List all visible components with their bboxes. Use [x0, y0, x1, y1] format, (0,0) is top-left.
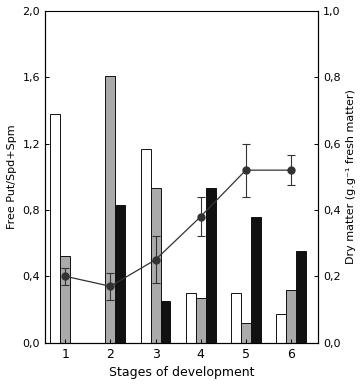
X-axis label: Stages of development: Stages of development — [109, 366, 254, 379]
Y-axis label: Free Put/Spd+Spm: Free Put/Spd+Spm — [7, 124, 17, 229]
Bar — [160, 301, 171, 343]
Bar — [186, 293, 196, 343]
Bar — [276, 315, 286, 343]
Bar — [296, 251, 306, 343]
Bar — [60, 256, 70, 343]
Bar — [251, 217, 261, 343]
Bar — [286, 290, 296, 343]
Bar — [151, 188, 160, 343]
Bar — [50, 114, 60, 343]
Bar — [140, 149, 151, 343]
Bar — [231, 293, 241, 343]
Bar — [196, 298, 206, 343]
Bar — [241, 323, 251, 343]
Bar — [115, 205, 125, 343]
Y-axis label: Dry matter (g.g⁻¹ fresh matter): Dry matter (g.g⁻¹ fresh matter) — [346, 89, 356, 264]
Bar — [106, 76, 115, 343]
Bar — [206, 188, 216, 343]
